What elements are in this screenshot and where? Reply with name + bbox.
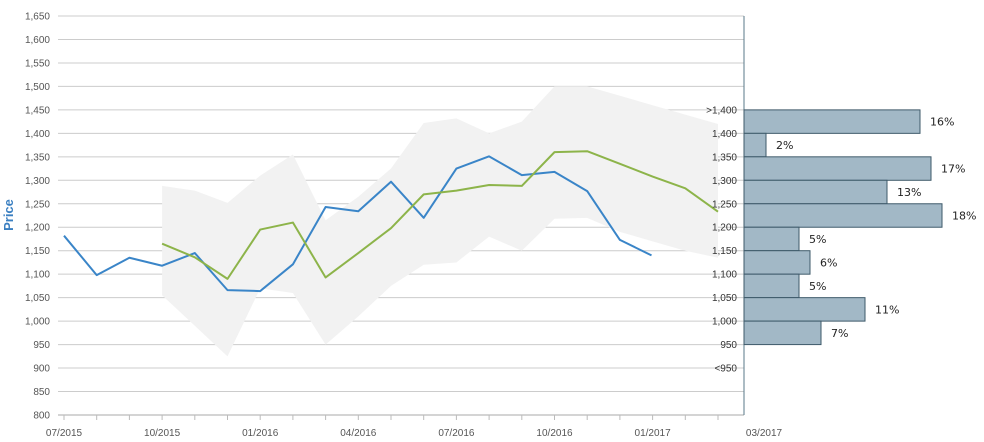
y-tick-label: 1,000: [25, 317, 50, 328]
distribution-percent-label: 2%: [776, 139, 793, 152]
x-tick-label: 03/2017: [746, 428, 783, 439]
distribution-percent-label: 13%: [897, 186, 921, 199]
distribution-bar: [743, 179, 888, 205]
distribution-bin-label: 1,150: [712, 246, 737, 257]
band-area: [162, 86, 719, 357]
x-tick-label: 04/2016: [340, 428, 377, 439]
y-tick-label: 800: [33, 411, 50, 422]
distribution-bin-label: 1,300: [712, 176, 737, 187]
distribution-bar: [743, 109, 921, 134]
y-tick-label: 1,450: [25, 105, 50, 116]
distribution-percent-label: 5%: [809, 233, 826, 246]
y-tick-label: 1,650: [25, 12, 50, 23]
y-tick-label: 900: [33, 364, 50, 375]
distribution-bin-label: 1,250: [712, 199, 737, 210]
y-tick-label: 1,500: [25, 82, 50, 93]
x-tick-label: 07/2015: [46, 428, 83, 439]
distribution-bar: [743, 132, 767, 158]
y-tick-label: 1,100: [25, 270, 50, 281]
y-tick-label: 1,350: [25, 152, 50, 163]
y-tick-label: 1,250: [25, 199, 50, 210]
forecast-price-line: [161, 150, 719, 280]
axes: 800 850 900 950 1,000 1,050 1,100 1,150 1,200 1,2…: [25, 12, 783, 440]
y-tick-label: 1,150: [25, 246, 50, 257]
distribution-bar: [743, 226, 800, 252]
distribution-percent-label: 7%: [831, 327, 848, 340]
distribution-percent-label: 11%: [875, 303, 899, 316]
distribution-bin-label: <950: [714, 364, 737, 375]
distribution-bars: 16% >1,400 2% 1,400 17% 1,350 13% 1,300 18% 1,250…: [706, 105, 976, 374]
forecast-band: [162, 86, 719, 357]
y-tick-label: 1,300: [25, 176, 50, 187]
distribution-bin-label: >1,400: [706, 105, 737, 116]
y-tick-label: 1,400: [25, 129, 50, 140]
distribution-percent-label: 17%: [941, 163, 965, 176]
distribution-bin-label: 1,000: [712, 317, 737, 328]
x-tick-label: 10/2015: [144, 428, 181, 439]
distribution-bar: [743, 297, 866, 322]
x-tick-label: 10/2016: [536, 428, 573, 439]
distribution-percent-label: 5%: [809, 280, 826, 293]
x-tick-label: 01/2017: [635, 428, 672, 439]
distribution-bin-label: 1,100: [712, 270, 737, 281]
y-axis-label: Price: [1, 199, 16, 231]
x-tick-label: 01/2016: [242, 428, 279, 439]
y-tick-label: 1,050: [25, 293, 50, 304]
distribution-bar: [743, 273, 800, 299]
distribution-bin-label: 1,050: [712, 293, 737, 304]
y-tick-label: 1,600: [25, 35, 50, 46]
x-tick-label: 07/2016: [438, 428, 475, 439]
distribution-percent-label: 6%: [820, 256, 837, 269]
distribution-bin-label: 950: [720, 340, 737, 351]
historical-price-line: [63, 155, 652, 293]
distribution-bar: [743, 156, 932, 181]
distribution-bin-label: 1,350: [712, 152, 737, 163]
distribution-bar: [743, 203, 943, 228]
distribution-percent-label: 16%: [930, 116, 954, 129]
distribution-bar: [743, 320, 822, 346]
distribution-bar: [743, 250, 811, 275]
distribution-percent-label: 18%: [952, 210, 976, 223]
distribution-bin-label: 1,200: [712, 223, 737, 234]
y-tick-label: 850: [33, 387, 50, 398]
price-series: [63, 150, 719, 293]
distribution-bin-label: 1,400: [712, 129, 737, 140]
y-tick-label: 1,550: [25, 58, 50, 69]
y-tick-label: 950: [33, 340, 50, 351]
y-tick-label: 1,200: [25, 223, 50, 234]
